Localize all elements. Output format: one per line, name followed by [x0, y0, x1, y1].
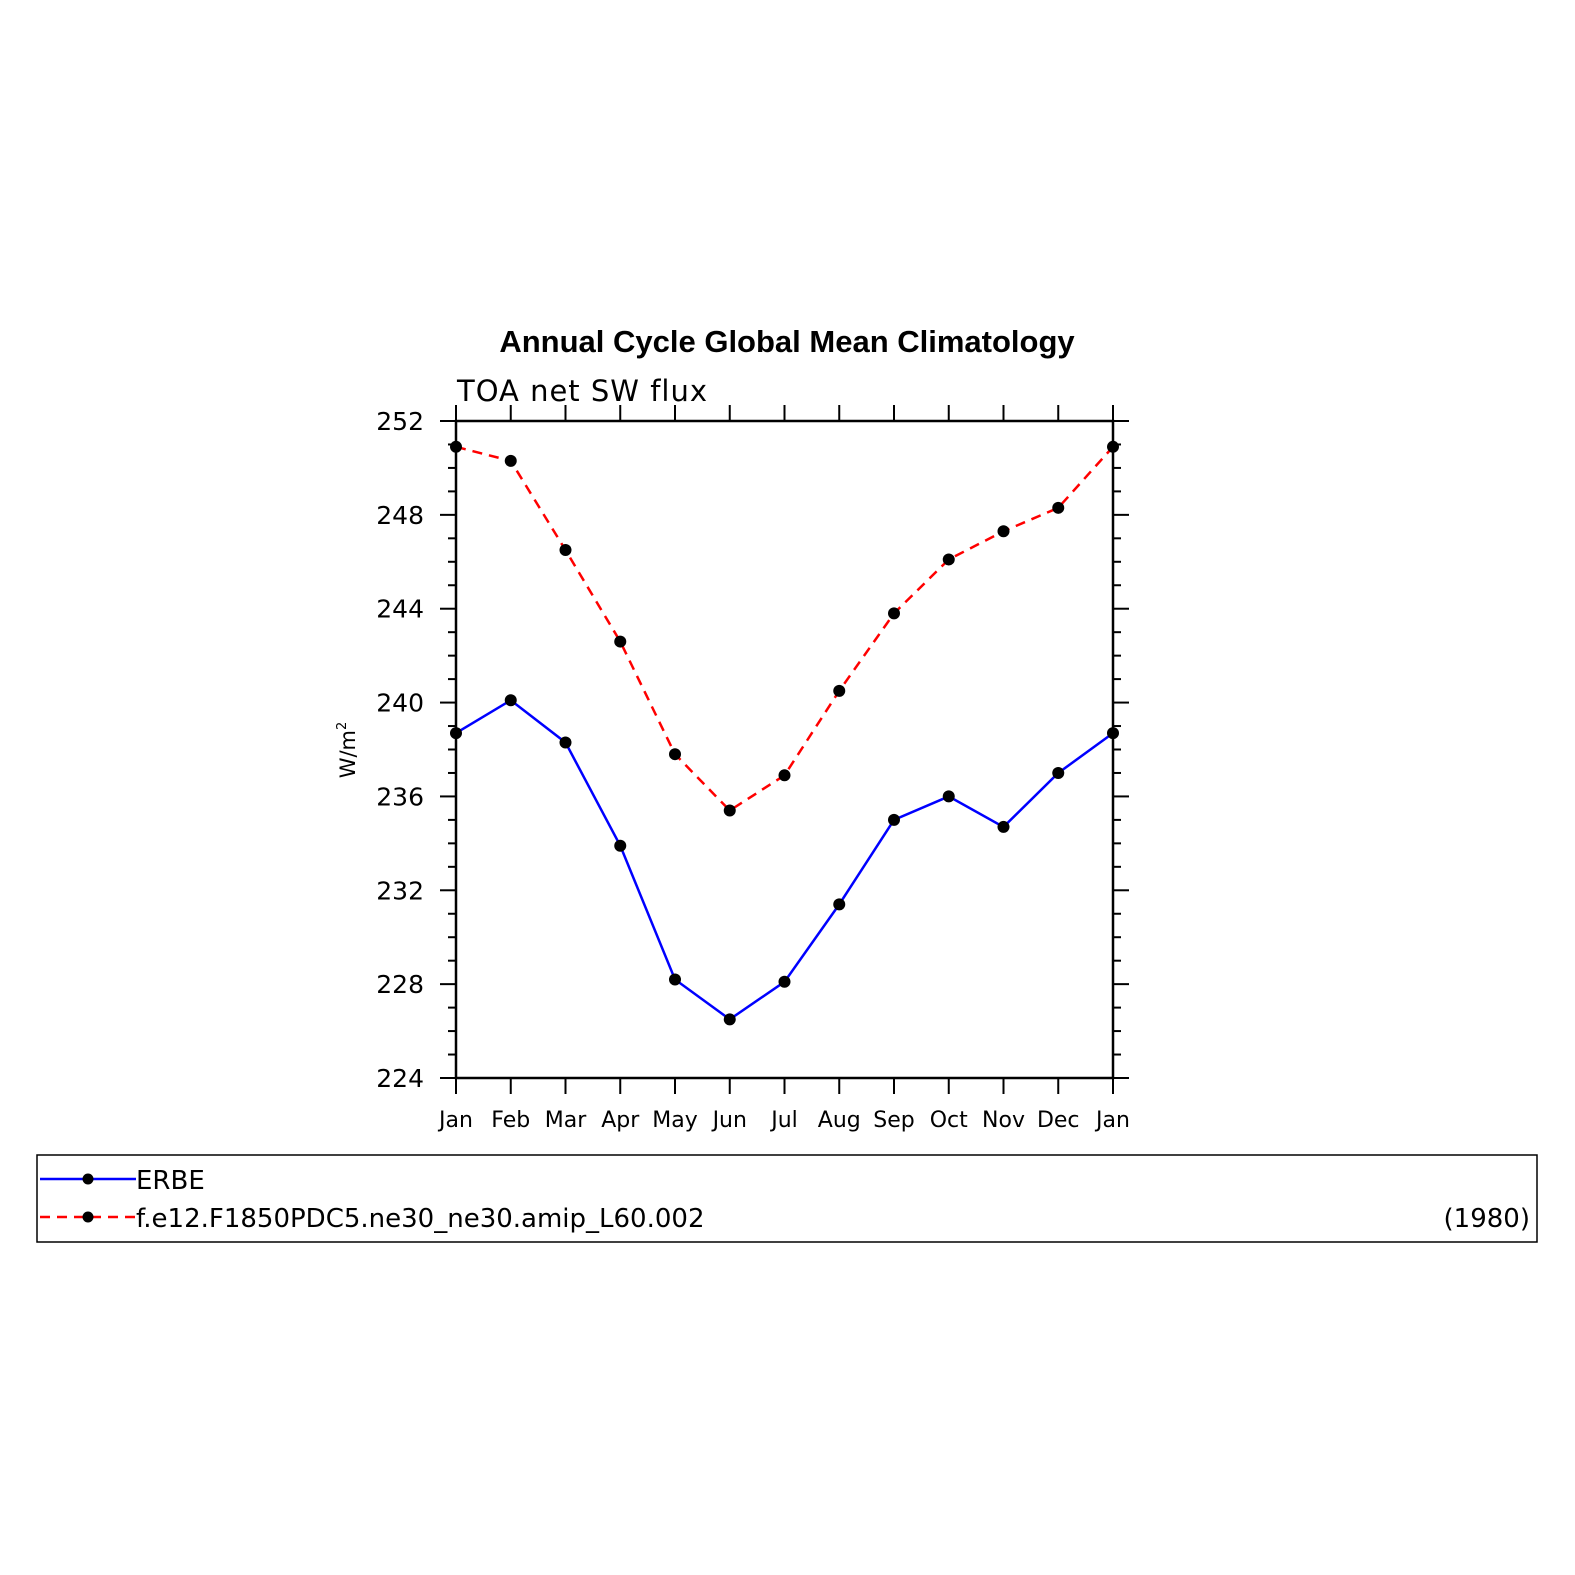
data-point-series-1 [1107, 440, 1119, 453]
data-point-series-0 [1107, 727, 1119, 740]
ticks-layer: 224 228 232 236 240 244 248 252 Jan Feb Mar Apr May J… [376, 405, 1130, 1133]
y-axis-label-superscript: 2 [335, 722, 350, 730]
x-tick-label: Mar [545, 1108, 587, 1133]
y-tick-label: 248 [376, 501, 424, 530]
data-point-series-0 [997, 820, 1010, 833]
x-tick-label: May [652, 1108, 697, 1133]
data-point-series-0 [888, 813, 900, 826]
data-point-series-1 [888, 607, 900, 620]
data-point-series-1 [614, 635, 627, 648]
data-point-series-1 [450, 440, 462, 453]
chart-subtitle: TOA net SW flux [456, 374, 708, 408]
data-point-series-1 [504, 454, 517, 467]
data-point-series-0 [504, 694, 517, 707]
y-tick-label: 228 [376, 970, 424, 999]
legend: ERBE f.e12.F1850PDC5.ne30_ne30.amip_L60.… [36, 1154, 1538, 1243]
legend-annotation: (1980) [1444, 1204, 1530, 1234]
legend-label-model: f.e12.F1850PDC5.ne30_ne30.amip_L60.002 [136, 1204, 704, 1234]
x-tick-label: Apr [601, 1108, 640, 1133]
x-tick-label: Aug [818, 1108, 861, 1133]
data-point-series-0 [450, 727, 462, 740]
data-point-series-0 [723, 1013, 736, 1026]
data-point-series-1 [778, 769, 791, 782]
x-tick-label: Nov [982, 1108, 1025, 1133]
data-point-series-1 [942, 553, 955, 566]
x-tick-label: Jan [1094, 1108, 1130, 1133]
legend-marker-erbe [82, 1173, 94, 1185]
chart-title: Annual Cycle Global Mean Climatology [499, 324, 1075, 359]
x-tick-label: Dec [1037, 1108, 1080, 1133]
x-tick-label: Sep [873, 1108, 914, 1133]
data-point-series-1 [833, 684, 846, 697]
y-tick-label: 240 [376, 689, 424, 718]
legend-label-erbe: ERBE [136, 1166, 205, 1196]
data-point-series-1 [997, 525, 1010, 538]
data-point-series-1 [559, 544, 572, 557]
x-tick-label: Oct [930, 1108, 968, 1133]
data-point-series-0 [942, 790, 955, 803]
y-tick-label: 244 [376, 595, 424, 624]
x-tick-label: Jan [437, 1108, 473, 1133]
data-point-series-0 [778, 975, 791, 988]
data-point-series-0 [559, 736, 572, 749]
data-point-series-1 [723, 804, 736, 817]
data-point-series-0 [833, 898, 846, 911]
x-tick-label: Jul [769, 1108, 798, 1133]
y-tick-label: 252 [376, 407, 424, 436]
series-layer [450, 440, 1119, 1026]
series-line-1 [455, 445, 1114, 813]
legend-box [36, 1154, 1538, 1243]
y-tick-label: 224 [376, 1064, 424, 1093]
x-tick-label: Feb [491, 1108, 530, 1133]
data-point-series-1 [669, 748, 681, 761]
legend-marker-model [82, 1211, 94, 1223]
y-tick-label: 232 [376, 876, 424, 905]
y-axis-label-text: W/m [336, 730, 360, 778]
y-tick-label: 236 [376, 782, 424, 811]
data-point-series-0 [1052, 766, 1065, 779]
data-point-series-0 [669, 973, 681, 986]
data-point-series-1 [1052, 501, 1065, 514]
data-point-series-0 [614, 839, 627, 852]
series-line-0 [455, 698, 1114, 1021]
y-axis-label: W/m2 [335, 722, 360, 779]
svg-text:W/m2: W/m2 [335, 722, 360, 779]
x-tick-label: Jun [711, 1108, 747, 1133]
